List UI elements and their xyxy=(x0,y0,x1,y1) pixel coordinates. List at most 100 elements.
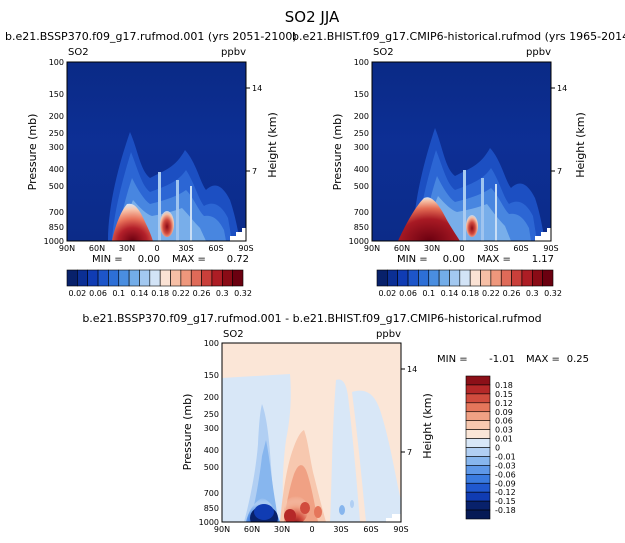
colorbar-label: 0.06 xyxy=(495,417,513,426)
x-tick: 60S xyxy=(208,244,223,253)
y-tick: 300 xyxy=(354,143,369,152)
plot-frame xyxy=(221,342,402,523)
colorbar-swatch xyxy=(465,491,491,502)
colorbar-label: 0.14 xyxy=(131,289,149,298)
panel-top-right: b.e21.BHIST.f09_g17.CMIP6-historical.ruf… xyxy=(292,30,625,298)
colorbar-label: 0.06 xyxy=(399,289,417,298)
panel-bottom: b.e21.BSSP370.f09_g17.rufmod.001 - b.e21… xyxy=(82,312,589,534)
colorbar-label: 0.32 xyxy=(234,289,252,298)
min-label: MIN = xyxy=(437,354,468,365)
y-tick: 200 xyxy=(354,112,369,121)
colorbar-swatch xyxy=(449,269,461,287)
max-label: MAX = xyxy=(477,254,511,265)
colorbar-label: -0.06 xyxy=(495,470,516,479)
heatmap-field xyxy=(222,343,401,522)
y-tick: 1000 xyxy=(349,237,369,246)
y-axis: 100 150 200 250 300 400 500 700 850 1000 xyxy=(349,58,369,246)
variable-label: SO2 xyxy=(68,47,89,58)
right-axis-label: Height (km) xyxy=(266,112,279,178)
y-tick: 100 xyxy=(204,339,219,348)
colorbar-swatch xyxy=(465,456,491,466)
y-tick: 700 xyxy=(354,208,369,217)
right-tick: 7 xyxy=(252,167,257,176)
colorbar-swatch xyxy=(87,269,99,287)
colorbar-swatch xyxy=(465,429,491,439)
y-tick: 400 xyxy=(354,165,369,174)
variable-label: SO2 xyxy=(373,47,394,58)
colorbar-swatch xyxy=(118,269,130,287)
min-value: 0.00 xyxy=(138,254,160,265)
colorbar-label: 0.14 xyxy=(441,289,459,298)
y-tick: 300 xyxy=(49,143,64,152)
colorbar-swatch xyxy=(77,269,89,287)
colorbar-label: 0.26 xyxy=(503,289,521,298)
min-label: MIN = xyxy=(92,254,123,265)
y-tick: 250 xyxy=(354,129,369,138)
y-axis-label: Pressure (mb) xyxy=(26,114,39,191)
x-tick: 0 xyxy=(154,244,159,253)
x-tick: 60N xyxy=(244,525,260,534)
colorbar-swatch xyxy=(97,269,109,287)
y-tick: 400 xyxy=(204,446,219,455)
y-tick: 250 xyxy=(49,129,64,138)
plot-frame xyxy=(66,61,247,242)
y-axis-label: Pressure (mb) xyxy=(181,394,194,471)
x-tick: 90N xyxy=(364,244,380,253)
colorbar-swatch xyxy=(459,269,471,287)
colorbar-swatch xyxy=(180,269,192,287)
colorbar-swatch xyxy=(149,269,161,287)
colorbar-swatch xyxy=(108,269,120,287)
right-axis-label: Height (km) xyxy=(421,393,434,459)
colorbar-swatch xyxy=(465,393,491,404)
variable-label: SO2 xyxy=(223,329,244,340)
y-tick: 700 xyxy=(49,208,64,217)
x-tick: 90S xyxy=(393,525,408,534)
colorbar-swatch xyxy=(170,269,182,287)
y-tick: 200 xyxy=(49,112,64,121)
min-label: MIN = xyxy=(397,254,428,265)
y-axis: 100 150 200 250 300 400 500 700 850 1000 xyxy=(199,339,219,527)
units-label: ppbv xyxy=(376,329,401,340)
x-tick: 0 xyxy=(309,525,314,534)
right-tick: 7 xyxy=(407,448,412,457)
panel-title: b.e21.BSSP370.f09_g17.rufmod.001 (yrs 20… xyxy=(5,30,297,43)
right-tick: 14 xyxy=(252,84,262,93)
colorbar-label: 0.32 xyxy=(544,289,562,298)
y-tick: 150 xyxy=(49,90,64,99)
colorbar-swatch xyxy=(159,269,171,287)
x-tick: 90S xyxy=(543,244,558,253)
right-tick: 14 xyxy=(557,84,567,93)
x-tick: 30N xyxy=(424,244,440,253)
colorbar-swatch xyxy=(376,269,388,287)
colorbar-label: 0.06 xyxy=(89,289,107,298)
colorbar-swatch xyxy=(190,269,202,287)
colorbar-label: 0.18 xyxy=(151,289,169,298)
colorbar-swatch xyxy=(465,375,491,386)
x-tick: 30N xyxy=(274,525,290,534)
colorbar-label: 0.3 xyxy=(526,289,539,298)
x-tick: 60S xyxy=(513,244,528,253)
y-tick: 500 xyxy=(204,463,219,472)
max-value: 0.72 xyxy=(227,254,249,265)
colorbar-swatch xyxy=(407,269,419,287)
max-value: 1.17 xyxy=(532,254,554,265)
panel-title: b.e21.BSSP370.f09_g17.rufmod.001 - b.e21… xyxy=(82,312,541,325)
y-tick: 150 xyxy=(204,371,219,380)
colorbar-label: -0.09 xyxy=(495,479,516,488)
x-tick: 60S xyxy=(363,525,378,534)
max-value: 0.25 xyxy=(567,354,589,365)
colorbar-swatch xyxy=(221,269,233,287)
units-label: ppbv xyxy=(526,47,551,58)
colorbar-swatch xyxy=(139,269,151,287)
x-tick: 90N xyxy=(214,525,230,534)
min-value: 0.00 xyxy=(443,254,465,265)
x-tick: 30S xyxy=(483,244,498,253)
heatmap-field xyxy=(372,62,551,241)
colorbar-swatch xyxy=(469,269,481,287)
x-axis: 90N 60N 30N 0 30S 60S 90S xyxy=(214,525,409,534)
y-axis: 100 150 200 250 300 400 500 700 850 1000 xyxy=(44,58,64,246)
colorbar-swatch xyxy=(465,420,491,430)
colorbar-swatch xyxy=(438,269,450,287)
